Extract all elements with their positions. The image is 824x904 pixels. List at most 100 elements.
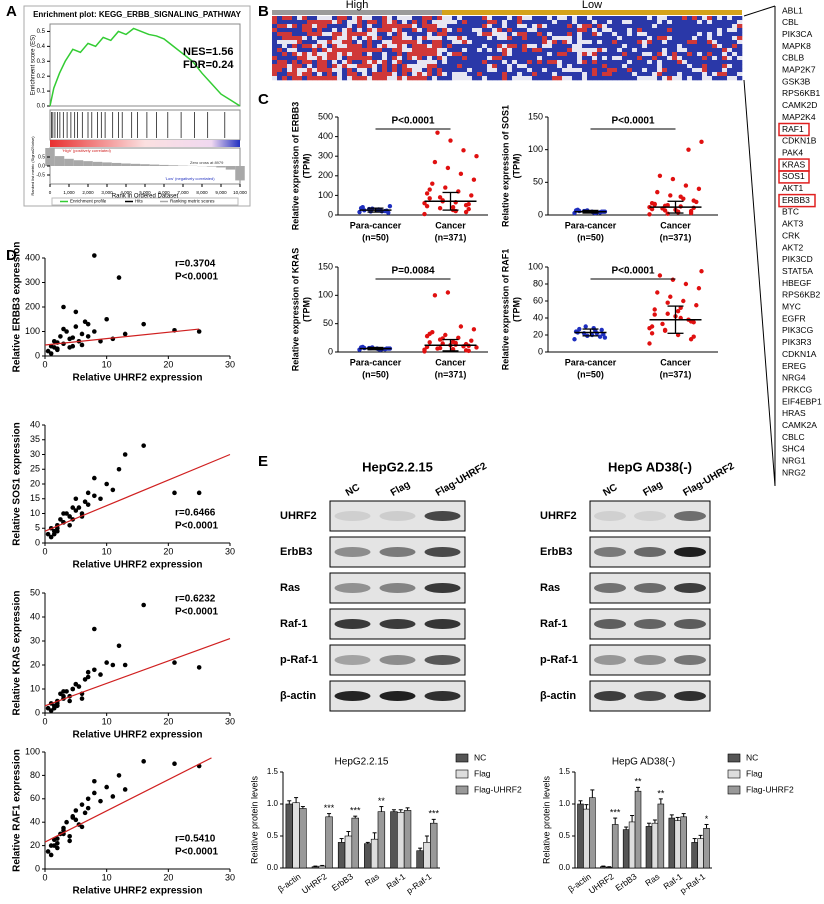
heatmap-cell [412,40,418,45]
heatmap-cell [662,56,668,61]
heatmap-cell [552,64,558,69]
bar [645,826,653,869]
heatmap-cell [697,72,703,77]
heatmap-cell [522,28,528,33]
heatmap-cell [552,68,558,73]
heatmap-cell [677,76,683,81]
heatmap-cell [677,24,683,29]
heatmap-cell [652,40,658,45]
data-point [92,778,97,784]
heatmap-cell [557,64,563,69]
band [334,691,371,701]
heatmap-cell [272,48,278,53]
heatmap-cell [392,48,398,53]
heatmap-cell [332,28,338,33]
data-point [196,329,202,334]
y-tick-label: 10 [30,683,40,693]
heatmap-cell [667,68,673,73]
heatmap-cell [407,32,413,37]
heatmap-cell [472,28,478,33]
heatmap-cell [627,56,633,61]
heatmap-cell [427,76,433,81]
heatmap-cell [532,60,538,65]
heatmap-cell [582,20,588,25]
heatmap-cell [712,32,718,37]
heatmap-cell [707,72,713,77]
heatmap-cell [517,56,523,61]
data-point [79,802,85,807]
category-note: (n=50) [362,369,389,379]
heatmap-cell [402,48,408,53]
metric-bar [92,161,103,166]
band [634,547,666,557]
heatmap-cell [722,32,728,37]
heatmap-cell [627,36,633,41]
heatmap-cell [577,32,583,37]
heatmap-cell [667,44,673,49]
heatmap-cell [462,44,468,49]
heatmap-cell [677,36,683,41]
heatmap-cell [342,40,348,45]
data-point [141,321,146,327]
x-tick-label: 0 [42,716,47,726]
heatmap-cell [502,48,508,53]
heatmap-cell [532,16,538,21]
band [424,619,461,629]
y-tick-label: 0.3 [37,59,46,65]
y-tick-label: 300 [318,151,333,161]
heatmap-cell [647,24,653,29]
heatmap-cell [717,64,723,69]
x-tick-label: 5,000 [139,190,151,195]
heatmap-cell [302,40,308,45]
heatmap-cell [542,28,548,33]
heatmap-cell [697,44,703,49]
heatmap-cell [642,40,648,45]
data-point [48,708,54,713]
heatmap-cell [337,28,343,33]
p-label: P<0.0001 [175,847,219,858]
heatmap-cell [282,72,288,77]
heatmap-cell [562,52,568,57]
heatmap-cell [342,32,348,37]
heatmap-cell [432,72,438,77]
heatmap-cell [497,44,503,49]
heatmap-cell [597,76,603,81]
heatmap-cell [317,28,323,33]
heatmap-cell [402,52,408,57]
band [594,547,626,557]
heatmap-cell [377,44,383,49]
heatmap-cell [427,24,433,29]
heatmap-cell [477,72,483,77]
heatmap-cell [282,24,288,29]
heatmap-cell [377,28,383,33]
heatmap-cell [617,24,623,29]
data-point [82,677,88,682]
heatmap-cell [617,68,623,73]
heatmap-cell [687,72,693,77]
gene-label: KRAS [782,159,805,169]
heatmap-cell [527,16,533,21]
data-point [469,193,474,198]
heatmap-cell [322,72,328,77]
data-point [649,331,655,336]
heatmap-cell [687,36,693,41]
data-point [458,171,464,177]
heatmap-cell [522,56,528,61]
heatmap-cell [422,24,428,29]
heatmap-cell [692,72,698,77]
heatmap-cell [327,76,333,81]
data-point [469,338,474,343]
heatmap-cell [497,24,503,29]
heatmap-cell [462,36,468,41]
data-point [463,209,469,215]
heatmap-cell [427,32,433,37]
heatmap-cell [432,20,438,25]
heatmap-cell [417,36,423,41]
heatmap-cell [677,60,683,65]
heatmap-cell [597,56,603,61]
data-point [104,660,109,665]
heatmap-cell [632,24,638,29]
data-point [696,186,702,192]
heatmap-cell [407,64,413,69]
heatmap-cell [432,28,438,33]
